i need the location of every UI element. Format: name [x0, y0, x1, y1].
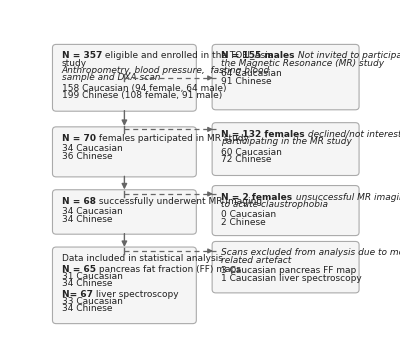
Text: 34 Caucasian: 34 Caucasian [62, 207, 122, 216]
Text: 91 Chinese: 91 Chinese [222, 77, 272, 86]
Text: 2 Chinese: 2 Chinese [222, 218, 266, 227]
Text: 64 Caucasian: 64 Caucasian [222, 69, 282, 78]
Text: 199 Chinese (108 female, 91 male): 199 Chinese (108 female, 91 male) [62, 91, 222, 100]
Text: 34 Chinese: 34 Chinese [62, 279, 112, 288]
Text: 36 Chinese: 36 Chinese [62, 152, 112, 161]
Text: Scans excluded from analysis due to motion: Scans excluded from analysis due to moti… [222, 248, 400, 257]
Text: participating in the MR study: participating in the MR study [222, 137, 352, 146]
FancyBboxPatch shape [212, 185, 359, 236]
Text: Anthropometry, blood pressure,  fasting blood: Anthropometry, blood pressure, fasting b… [62, 66, 270, 75]
Text: sample and DXA scan: sample and DXA scan [62, 73, 160, 82]
Text: eligible and enrolled in the TOFI_Asia: eligible and enrolled in the TOFI_Asia [102, 52, 274, 60]
Text: 1 Caucasian liver spectroscopy: 1 Caucasian liver spectroscopy [222, 274, 362, 283]
Text: pancreas fat fraction (FF) maps: pancreas fat fraction (FF) maps [96, 265, 241, 274]
Text: N= 67: N= 67 [62, 290, 93, 299]
Text: N = 155 males: N = 155 males [222, 52, 295, 60]
FancyBboxPatch shape [212, 44, 359, 110]
Text: Data included in statistical analysis: Data included in statistical analysis [62, 254, 223, 263]
Text: N = 70: N = 70 [62, 134, 96, 143]
Text: related artefact: related artefact [222, 256, 292, 265]
Text: 158 Caucasian (94 female, 64 male): 158 Caucasian (94 female, 64 male) [62, 84, 226, 93]
Text: 0 Caucasian: 0 Caucasian [222, 211, 276, 219]
Text: 72 Chinese: 72 Chinese [222, 155, 272, 164]
FancyBboxPatch shape [52, 190, 196, 234]
FancyBboxPatch shape [52, 127, 196, 177]
Text: liver spectroscopy: liver spectroscopy [93, 290, 178, 299]
Text: 3 Caucasian pancreas FF map: 3 Caucasian pancreas FF map [222, 266, 357, 275]
Text: N = 2 females: N = 2 females [222, 192, 292, 201]
Text: N = 65: N = 65 [62, 265, 96, 274]
Text: to acute claustrophobia: to acute claustrophobia [222, 200, 328, 209]
Text: 34 Chinese: 34 Chinese [62, 304, 112, 313]
Text: study: study [62, 59, 87, 68]
Text: the Magnetic Resonance (MR) study: the Magnetic Resonance (MR) study [222, 59, 384, 68]
Text: females participated in MR study: females participated in MR study [96, 134, 249, 143]
Text: unsuccessful MR imaging due: unsuccessful MR imaging due [292, 192, 400, 201]
Text: 34 Chinese: 34 Chinese [62, 215, 112, 224]
FancyBboxPatch shape [212, 123, 359, 175]
Text: N = 132 females: N = 132 females [222, 130, 305, 139]
Text: successfully underwent MR imaging: successfully underwent MR imaging [96, 197, 262, 206]
Text: N = 357: N = 357 [62, 52, 102, 60]
FancyBboxPatch shape [52, 44, 196, 111]
FancyBboxPatch shape [212, 241, 359, 293]
FancyBboxPatch shape [52, 247, 196, 324]
Text: 31 Caucasian: 31 Caucasian [62, 272, 123, 281]
Text: 60 Caucasian: 60 Caucasian [222, 147, 282, 156]
Text: Not invited to participate in: Not invited to participate in [295, 52, 400, 60]
Text: declined/not interested in: declined/not interested in [305, 130, 400, 139]
Text: 33 Caucasian: 33 Caucasian [62, 297, 123, 306]
Text: N = 68: N = 68 [62, 197, 96, 206]
Text: 34 Caucasian: 34 Caucasian [62, 144, 122, 154]
